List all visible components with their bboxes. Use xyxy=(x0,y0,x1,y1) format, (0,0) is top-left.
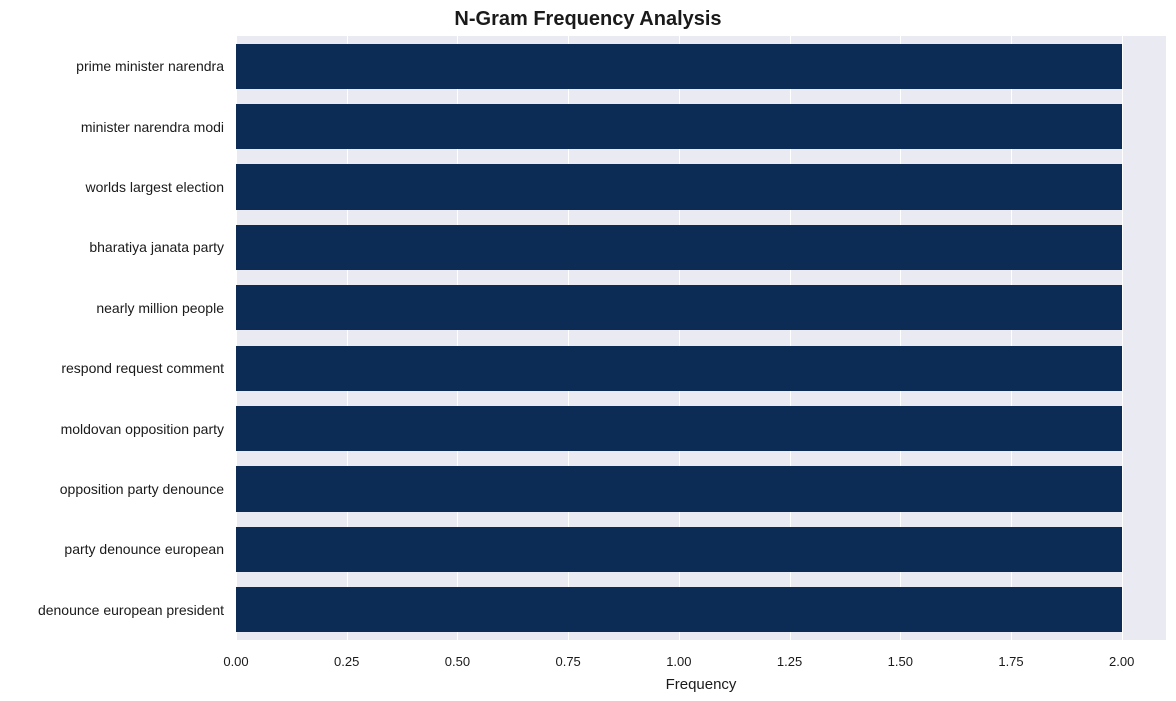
bar xyxy=(236,587,1122,632)
y-tick-label: respond request comment xyxy=(61,360,236,376)
y-tick-label: worlds largest election xyxy=(85,179,236,195)
bar xyxy=(236,225,1122,270)
x-tick-label: 2.00 xyxy=(1109,640,1134,669)
x-tick-label: 0.50 xyxy=(445,640,470,669)
x-tick-label: 0.75 xyxy=(555,640,580,669)
x-axis-title: Frequency xyxy=(666,640,737,693)
bar xyxy=(236,164,1122,209)
bar xyxy=(236,466,1122,511)
grid-line xyxy=(1122,36,1123,640)
x-tick-label: 1.50 xyxy=(888,640,913,669)
x-tick-label: 1.25 xyxy=(777,640,802,669)
y-tick-label: denounce european president xyxy=(38,602,236,618)
ngram-frequency-chart: N-Gram Frequency Analysis prime minister… xyxy=(0,0,1176,701)
y-tick-label: moldovan opposition party xyxy=(61,421,236,437)
y-tick-label: bharatiya janata party xyxy=(89,239,236,255)
bar xyxy=(236,285,1122,330)
bar xyxy=(236,346,1122,391)
bar xyxy=(236,104,1122,149)
x-tick-label: 0.00 xyxy=(223,640,248,669)
plot-area: prime minister narendraminister narendra… xyxy=(236,36,1166,640)
y-tick-label: nearly million people xyxy=(96,300,236,316)
bar xyxy=(236,44,1122,89)
bar xyxy=(236,527,1122,572)
bar xyxy=(236,406,1122,451)
y-tick-label: prime minister narendra xyxy=(76,58,236,74)
y-tick-label: party denounce european xyxy=(64,541,236,557)
chart-title: N-Gram Frequency Analysis xyxy=(0,8,1176,31)
y-tick-label: minister narendra modi xyxy=(81,119,236,135)
y-tick-label: opposition party denounce xyxy=(60,481,236,497)
x-tick-label: 0.25 xyxy=(334,640,359,669)
x-tick-label: 1.75 xyxy=(998,640,1023,669)
